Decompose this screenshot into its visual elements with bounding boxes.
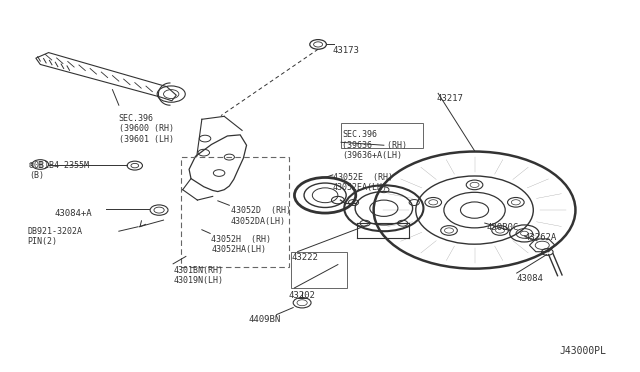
Text: 43173: 43173	[333, 46, 360, 55]
Bar	[291, 251, 348, 288]
Text: 43084+A: 43084+A	[55, 209, 93, 218]
Text: 4409BN: 4409BN	[248, 315, 281, 324]
Text: DB921-3202A
PIN(2): DB921-3202A PIN(2)	[28, 227, 83, 246]
Text: 43202: 43202	[288, 291, 315, 299]
Text: SEC.396
(39600 (RH)
(39601 (LH): SEC.396 (39600 (RH) (39601 (LH)	[119, 114, 174, 144]
Text: 4301BN(RH)
43019N(LH): 4301BN(RH) 43019N(LH)	[173, 266, 223, 285]
Text: ®0B1B4-2355M
(B): ®0B1B4-2355M (B)	[29, 161, 90, 180]
Bar	[181, 157, 289, 267]
Text: J43000PL: J43000PL	[559, 346, 607, 356]
Text: 43052D  (RH)
43052DA(LH): 43052D (RH) 43052DA(LH)	[230, 206, 291, 226]
Bar	[341, 123, 423, 148]
Text: 43222: 43222	[291, 253, 318, 263]
Text: 43262A: 43262A	[524, 234, 557, 243]
Text: 43052E  (RH)
43052EA(LH): 43052E (RH) 43052EA(LH)	[333, 173, 393, 192]
Text: 43052H  (RH)
43052HA(LH): 43052H (RH) 43052HA(LH)	[211, 235, 271, 254]
Text: 43084: 43084	[516, 274, 543, 283]
Text: 430B0C: 430B0C	[486, 223, 518, 232]
Text: 43217: 43217	[436, 94, 463, 103]
Text: SEC.396
(39636   (RH)
(39636+A(LH): SEC.396 (39636 (RH) (39636+A(LH)	[342, 131, 407, 160]
Text: B: B	[38, 161, 43, 170]
